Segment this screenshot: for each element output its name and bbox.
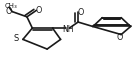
Text: NH: NH	[62, 25, 74, 34]
Text: O: O	[78, 8, 84, 17]
Text: CH₃: CH₃	[5, 3, 17, 9]
Text: S: S	[14, 34, 19, 43]
Text: O: O	[6, 7, 12, 16]
Text: O: O	[117, 33, 123, 42]
Text: O: O	[36, 6, 42, 15]
